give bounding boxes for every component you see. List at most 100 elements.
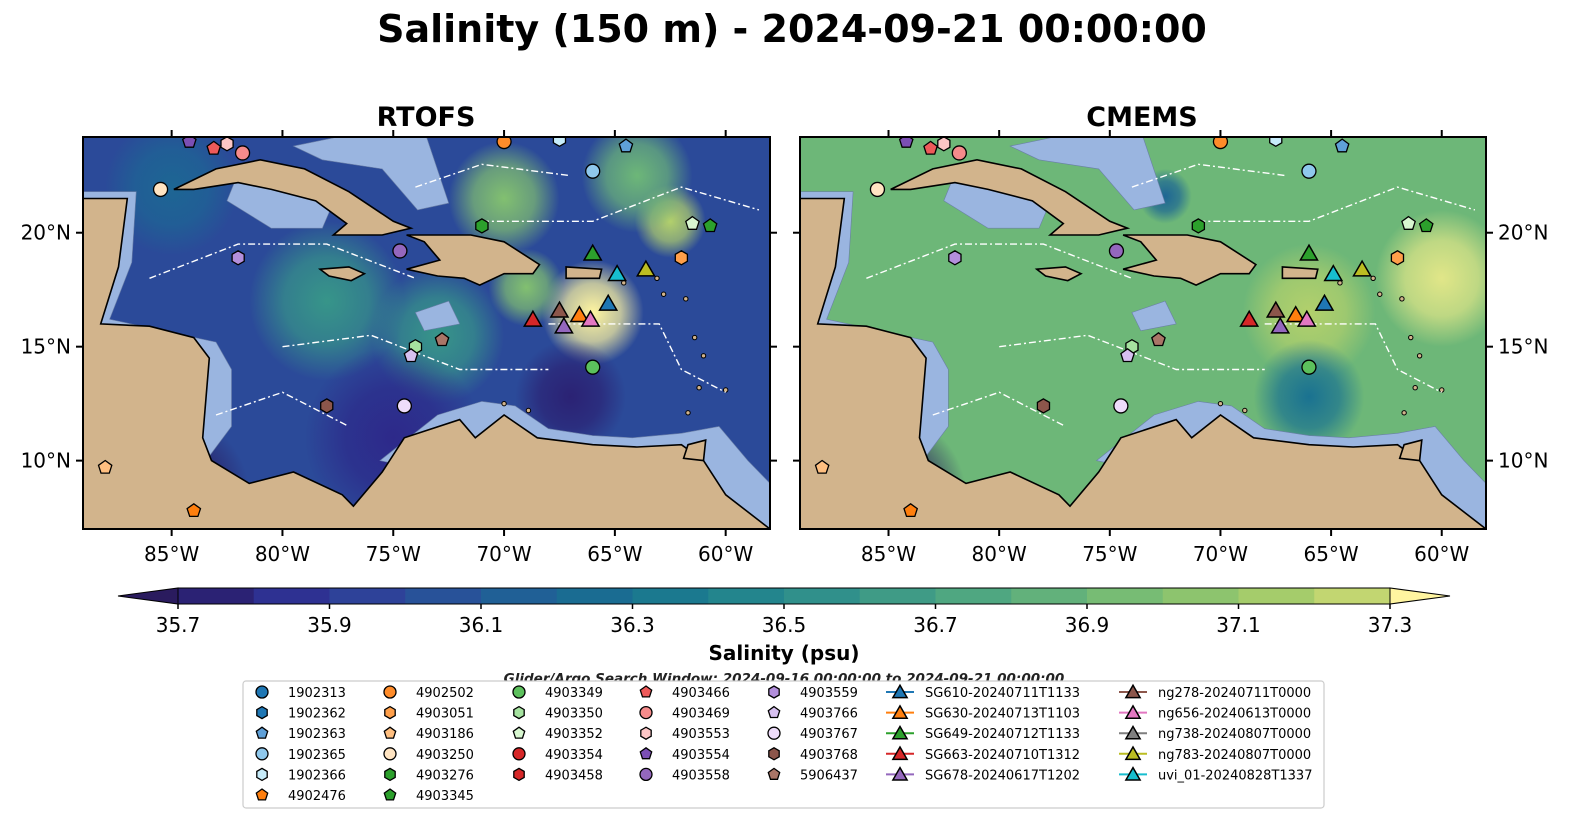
island bbox=[1217, 400, 1224, 407]
glider-SG663-20240710T1312 bbox=[1239, 309, 1260, 327]
island bbox=[696, 384, 702, 391]
legend-marker-1902313 bbox=[255, 685, 269, 699]
argo-float-4902502 bbox=[496, 137, 512, 150]
legend-label-1902363: 1902363 bbox=[288, 727, 346, 742]
island bbox=[685, 410, 691, 416]
legend-label-4903352: 4903352 bbox=[545, 727, 603, 742]
colorbar-segment bbox=[329, 588, 406, 604]
colorbar: 35.7 35.9 36.1 36.3 36.5 36.7 36.9 37.1 37.3 bbox=[117, 587, 1451, 637]
colorbar-segment bbox=[1314, 588, 1391, 604]
legend-label-4903766: 4903766 bbox=[800, 707, 858, 722]
island bbox=[621, 280, 627, 286]
y-tick-label: 15°N bbox=[1498, 335, 1548, 359]
legend-label-SG663-20240710T1312: SG663-20240710T1312 bbox=[925, 748, 1080, 763]
colorbar-tick-label: 36.1 bbox=[459, 613, 504, 637]
argo-float-5906437 bbox=[434, 331, 450, 347]
island bbox=[700, 353, 707, 359]
y-tick-label: 20°N bbox=[1498, 221, 1548, 245]
legend-label-4903553: 4903553 bbox=[672, 727, 730, 742]
legend-label-4903768: 4903768 bbox=[800, 748, 858, 763]
argo-float-4903559 bbox=[231, 250, 245, 266]
island bbox=[1408, 334, 1414, 341]
eez-boundary bbox=[1131, 163, 1287, 188]
y-tick-label: 10°N bbox=[1498, 449, 1548, 473]
argo-float-4903250 bbox=[869, 181, 886, 198]
colorbar-segment bbox=[1238, 588, 1315, 604]
salinity-anomaly bbox=[105, 137, 239, 256]
legend-label-1902362: 1902362 bbox=[288, 707, 346, 722]
colorbar-tick-label: 35.7 bbox=[156, 613, 201, 637]
legend-label-4903349: 4903349 bbox=[545, 686, 603, 701]
colorbar-tick-label: 36.9 bbox=[1065, 613, 1110, 637]
argo-float-4903352 bbox=[1401, 215, 1416, 230]
land-mass bbox=[1122, 234, 1258, 286]
glider-ng656-20240613T0000 bbox=[580, 309, 601, 327]
glider-ng656-20240613T0000 bbox=[1296, 309, 1317, 327]
legend-marker-4903051 bbox=[384, 705, 396, 720]
legend-label-SG610-20240711T1133: SG610-20240711T1133 bbox=[925, 686, 1080, 701]
map-body-cmems bbox=[800, 137, 1486, 529]
x-tick-label: 80°W bbox=[255, 542, 310, 566]
argo-float-4903466 bbox=[206, 140, 222, 155]
legend-label-SG649-20240712T1133: SG649-20240712T1133 bbox=[925, 727, 1080, 742]
land-mass bbox=[173, 158, 414, 236]
legend-marker-ng738-20240807T0000 bbox=[1124, 724, 1142, 740]
eez-boundary bbox=[1264, 323, 1443, 393]
legend-label-1902313: 1902313 bbox=[288, 686, 346, 701]
legend-marker-4903466 bbox=[639, 685, 653, 698]
salinity-anomaly bbox=[581, 137, 693, 233]
argo-float-4903559 bbox=[948, 250, 962, 266]
x-tick-label: 60°W bbox=[698, 542, 753, 566]
y-tick-label: 20°N bbox=[21, 221, 71, 245]
argo-float-1902363 bbox=[618, 138, 634, 153]
legend-marker-SG678-20240617T1202 bbox=[891, 766, 909, 781]
glider-uvi_01-20240828T1337 bbox=[1323, 264, 1344, 282]
argo-float-1902363 bbox=[1334, 138, 1350, 153]
colorbar-segment bbox=[1087, 588, 1164, 604]
legend-marker-ng278-20240711T0000 bbox=[1124, 683, 1142, 699]
island bbox=[525, 407, 532, 414]
island bbox=[691, 334, 698, 341]
figure-title: Salinity (150 m) - 2024-09-21 00:00:00 bbox=[377, 7, 1207, 51]
argo-float-4903466 bbox=[923, 140, 938, 155]
legend-label-4903466: 4903466 bbox=[672, 686, 730, 701]
map-frame-cmems bbox=[799, 136, 1487, 530]
colorbar-tick-label: 36.7 bbox=[913, 613, 958, 637]
x-tick-label: 80°W bbox=[972, 542, 1027, 566]
colorbar-extend-high bbox=[1389, 587, 1451, 605]
legend-marker-4903276 bbox=[384, 767, 396, 782]
island bbox=[1399, 296, 1405, 302]
legend-label-5906437: 5906437 bbox=[800, 768, 858, 783]
island bbox=[1401, 410, 1407, 416]
legend-marker-4903558 bbox=[639, 767, 653, 782]
x-tick-label: 70°W bbox=[1193, 542, 1248, 566]
argo-float-4903558 bbox=[392, 243, 408, 259]
argo-float-4903349 bbox=[1301, 359, 1317, 375]
legend-label-SG678-20240617T1202: SG678-20240617T1202 bbox=[925, 768, 1080, 783]
legend-label-4903558: 4903558 bbox=[672, 768, 730, 783]
panel-title-rtofs: RTOFS bbox=[377, 102, 476, 133]
argo-float-4902476 bbox=[186, 503, 202, 518]
legend-marker-1902363 bbox=[255, 726, 269, 739]
legend-marker-1902366 bbox=[256, 767, 268, 782]
argo-float-4903345 bbox=[702, 218, 718, 233]
x-tick-label: 60°W bbox=[1414, 542, 1469, 566]
salinity-anomaly bbox=[1253, 339, 1365, 454]
island bbox=[660, 291, 667, 297]
glider-SG610-20240711T1133 bbox=[1314, 293, 1335, 311]
colorbar-extend-low bbox=[117, 587, 179, 605]
legend-label-uvi_01-20240828T1337: uvi_01-20240828T1337 bbox=[1158, 768, 1312, 783]
land-mass bbox=[317, 266, 367, 282]
argo-float-4903051 bbox=[1390, 250, 1405, 266]
argo-float-4903768 bbox=[320, 398, 334, 414]
legend-label-4902476: 4902476 bbox=[288, 789, 346, 804]
argo-float-4903767 bbox=[1113, 398, 1129, 414]
colorbar-tick-label: 37.3 bbox=[1368, 613, 1413, 637]
island bbox=[1370, 275, 1376, 282]
land-mass bbox=[1034, 266, 1083, 282]
argo-float-4903186 bbox=[814, 459, 830, 474]
island bbox=[1416, 353, 1423, 359]
legend-marker-SG649-20240712T1133 bbox=[891, 724, 909, 740]
colorbar-tick-label: 37.1 bbox=[1216, 613, 1261, 637]
